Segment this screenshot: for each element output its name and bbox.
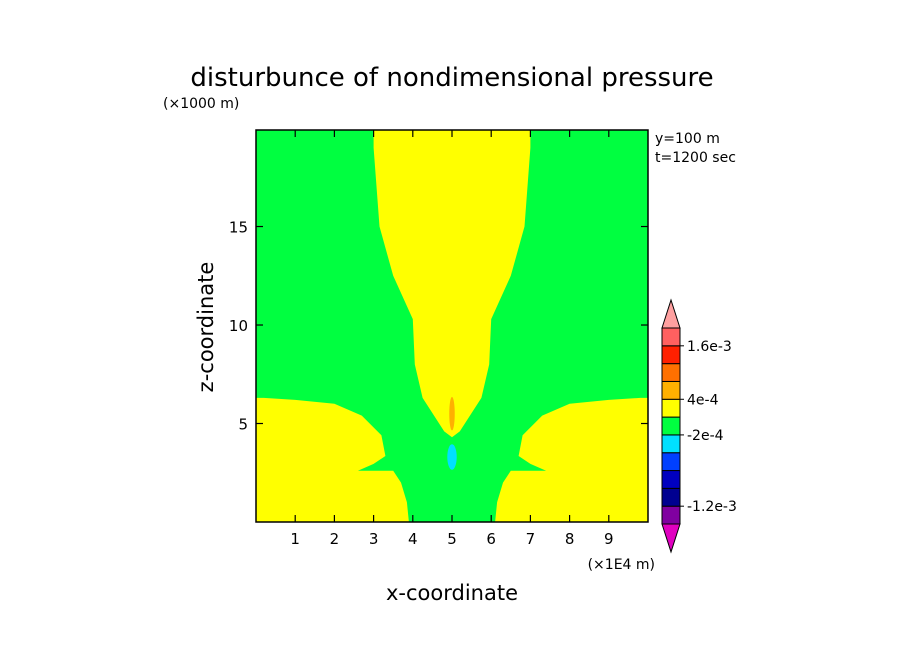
colorbar-label: -2e-4 (687, 428, 724, 444)
y-unit-label: (×1000 m) (163, 96, 239, 112)
plot-area: 1 2 3 4 5 6 7 8 9 5 10 15 (229, 129, 649, 548)
colorbar-label: 4e-4 (687, 392, 719, 408)
region-left-lobe (256, 397, 409, 522)
colorbar-label: -1.2e-3 (687, 499, 737, 515)
y-tick-label: 10 (229, 317, 248, 335)
y-tick-label: 5 (238, 416, 248, 434)
colorbar-level (661, 398, 681, 418)
colorbar-level (661, 416, 681, 436)
region-upper-plume (373, 130, 531, 438)
colorbar-level (661, 452, 681, 472)
annotation-t: t=1200 sec (655, 150, 736, 166)
x-tick-label: 5 (447, 530, 457, 548)
x-tick-label: 1 (290, 530, 300, 548)
annotation-y: y=100 m (655, 131, 720, 147)
x-tick-label: 7 (526, 530, 536, 548)
x-tick-label: 2 (330, 530, 340, 548)
x-tick-label: 6 (486, 530, 496, 548)
colorbar-level (661, 327, 681, 347)
colorbar-level (661, 523, 681, 554)
y-axis-title: z-coordinate (194, 262, 218, 393)
x-tick-label: 8 (565, 530, 575, 548)
colorbar-level (661, 298, 681, 329)
region-right-lobe (495, 397, 648, 522)
region-positive-core (449, 396, 455, 431)
x-axis-title: x-coordinate (386, 581, 518, 605)
x-tick-label: 9 (604, 530, 614, 548)
y-tick-label: 15 (229, 219, 248, 237)
colorbar-level (661, 470, 681, 489)
x-tick-label: 3 (369, 530, 379, 548)
x-tick-label: 4 (408, 530, 418, 548)
region-negative-core (447, 444, 457, 470)
colorbar-level (661, 363, 681, 382)
colorbar: -1.2e-3 -2e-4 4e-4 1.6e-3 (661, 298, 737, 554)
colorbar-level (661, 505, 681, 525)
colorbar-level (661, 434, 681, 454)
x-unit-label: (×1E4 m) (588, 557, 655, 573)
colorbar-label: 1.6e-3 (687, 339, 732, 355)
colorbar-level (661, 345, 681, 365)
colorbar-level (661, 380, 681, 400)
chart-title: disturbunce of nondimensional pressure (190, 63, 713, 93)
colorbar-level (661, 487, 681, 507)
